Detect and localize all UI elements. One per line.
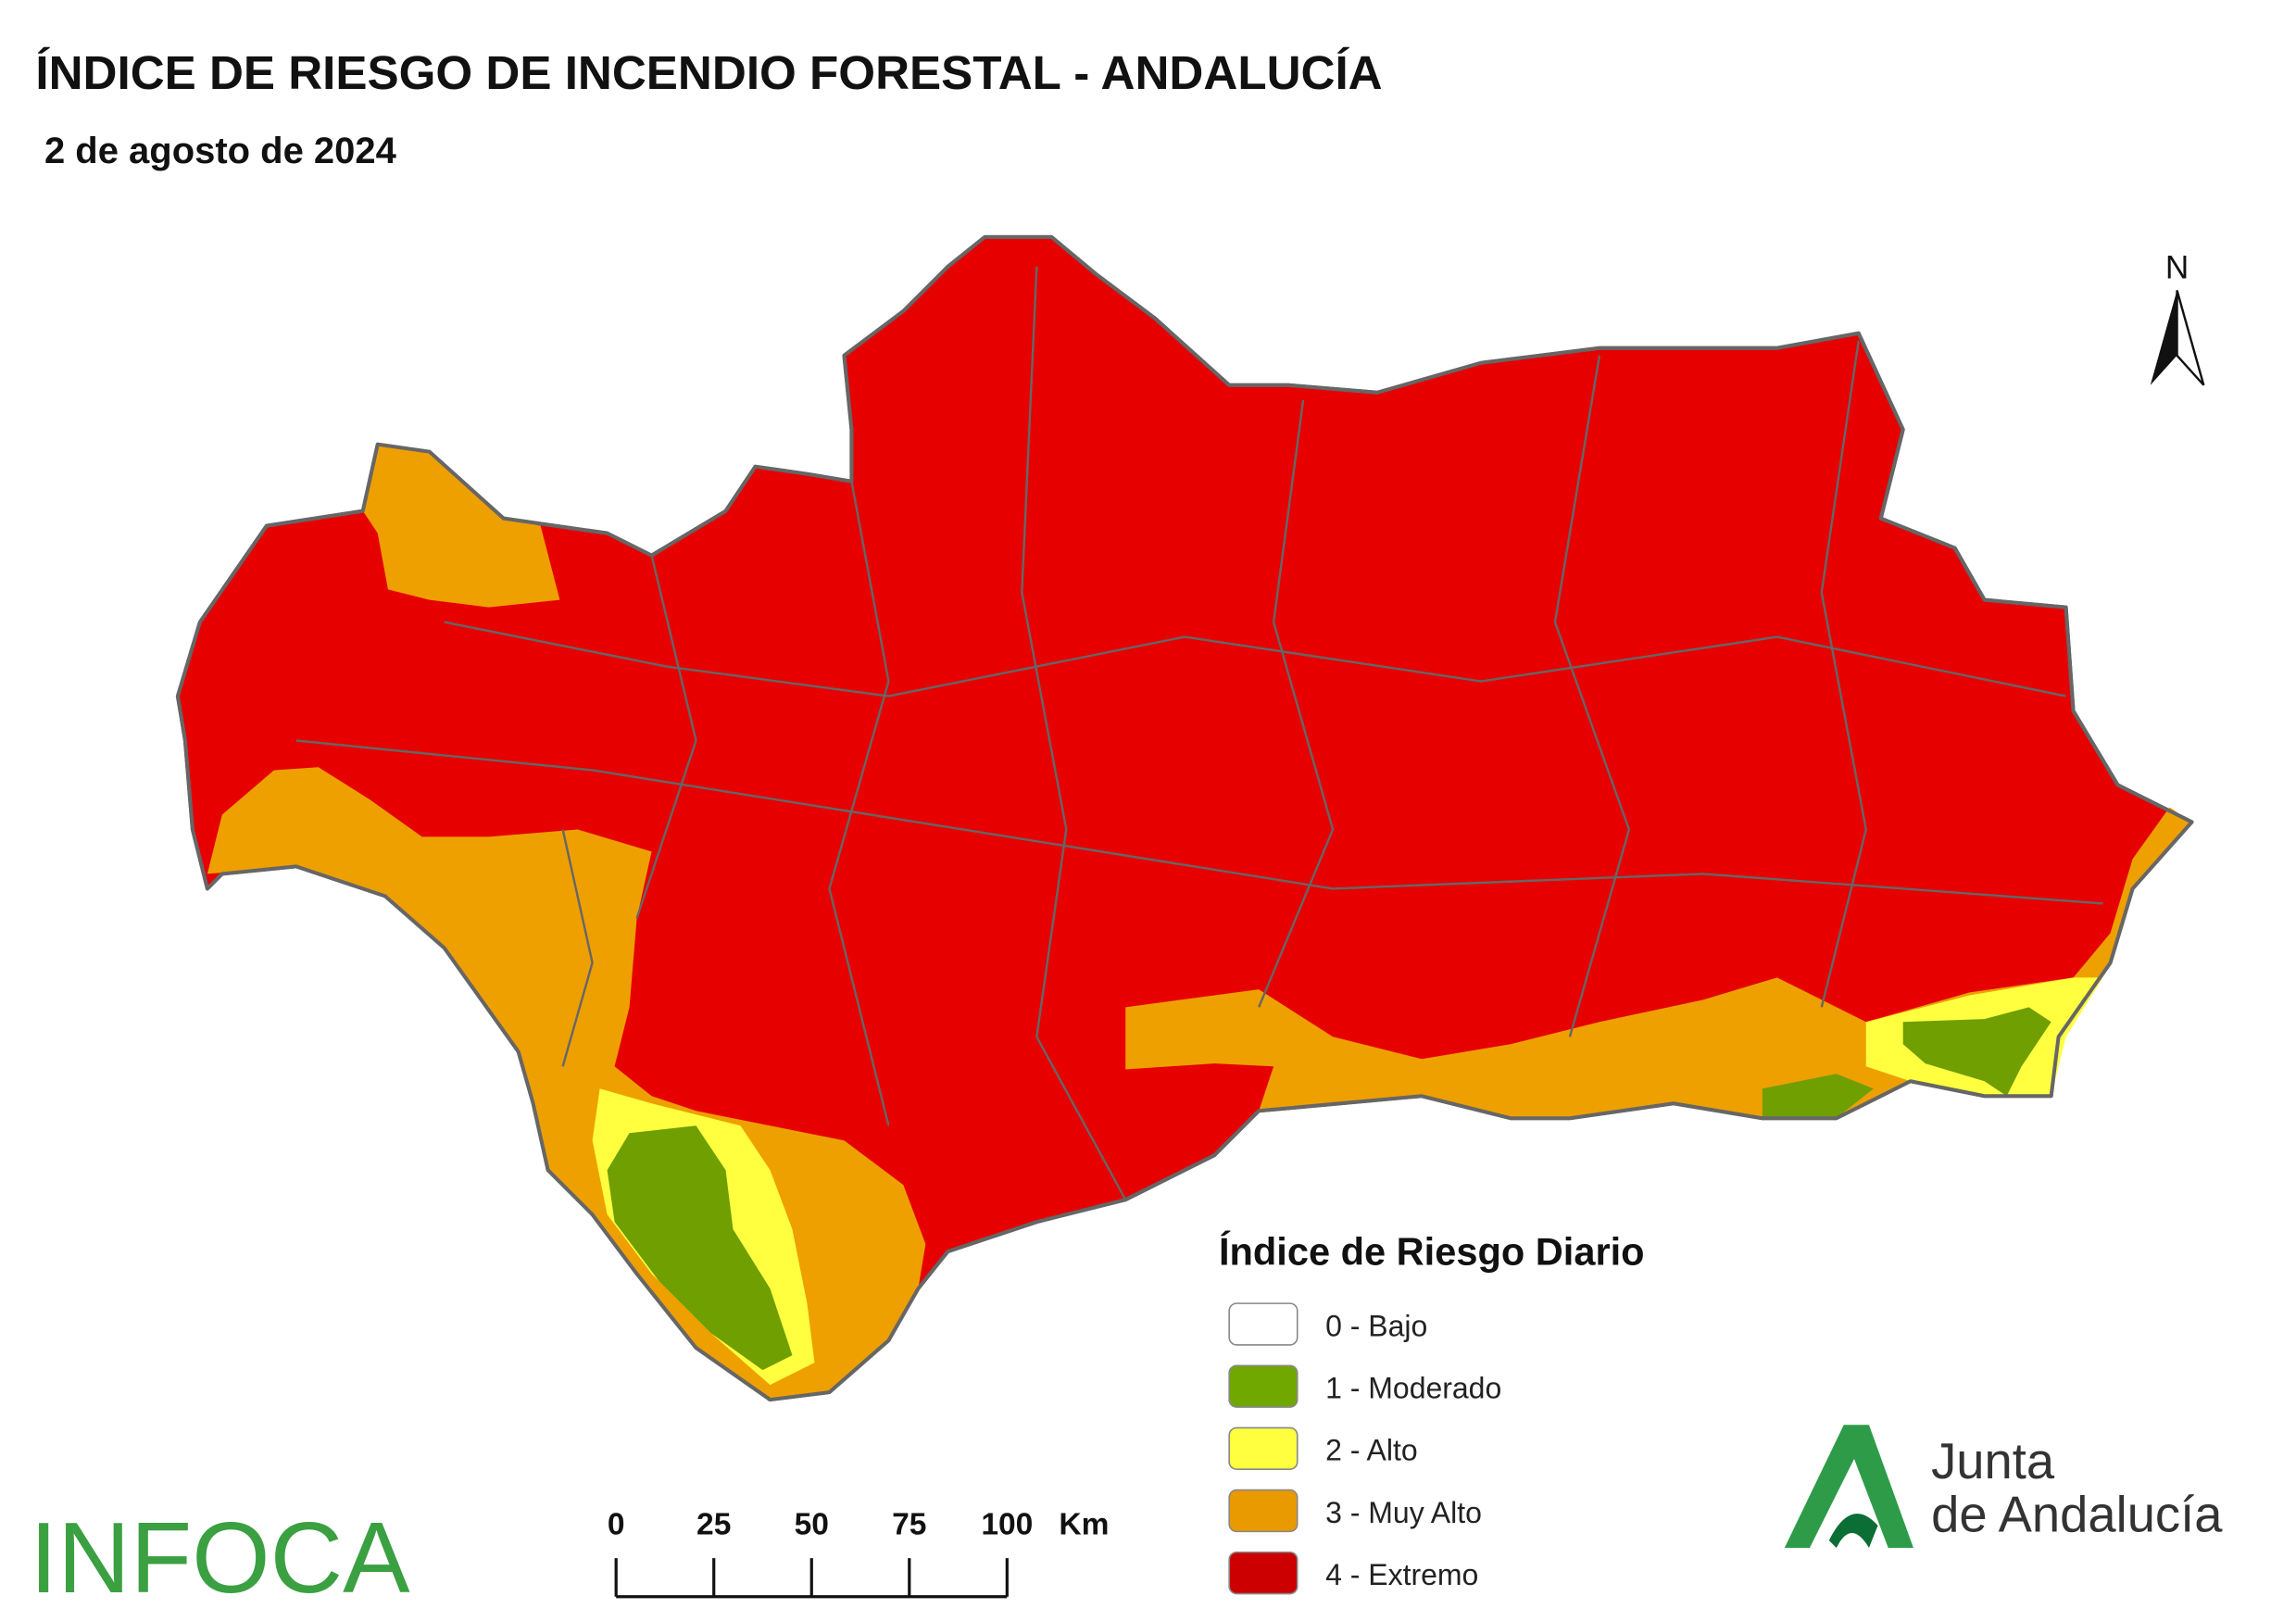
scale-unit: Km	[1059, 1508, 1109, 1542]
region-moderate-south	[1902, 1007, 2051, 1097]
legend-swatch	[1228, 1489, 1299, 1533]
scale-tick-label: 50	[795, 1508, 829, 1542]
legend-swatch	[1228, 1364, 1299, 1408]
north-arrow: N	[2150, 250, 2205, 386]
logo-mark	[1784, 1425, 1913, 1548]
legend-label: 4 - Extremo	[1325, 1558, 1478, 1591]
region-extreme	[175, 234, 2194, 1402]
legend-label: 2 - Alto	[1325, 1434, 1418, 1467]
scale-tick-label: 25	[696, 1508, 731, 1542]
region-moderate-south-2	[1762, 1074, 1874, 1119]
legend-label: 1 - Moderado	[1325, 1371, 1501, 1404]
region-outline	[175, 234, 2194, 1402]
logo-text-1: Junta	[1931, 1433, 2055, 1489]
scale-tick-label: 0	[608, 1508, 625, 1542]
north-label: N	[2165, 250, 2189, 286]
scale-tick-label: 100	[981, 1508, 1033, 1542]
north-arrow-right	[2176, 290, 2205, 386]
scale-bar: 0 25 50 75 100 Km	[608, 1508, 1110, 1599]
legend-swatch	[1228, 1426, 1299, 1471]
scale-tick-label: 75	[892, 1508, 926, 1542]
logo-mark-inner	[1828, 1514, 1878, 1548]
north-arrow-left	[2150, 290, 2177, 385]
legend-label: 0 - Bajo	[1325, 1309, 1427, 1342]
region-very-high-nw	[362, 444, 560, 608]
logo-junta: Junta de Andalucía	[1784, 1425, 2223, 1548]
logo-infoca: INFOCA	[30, 1502, 410, 1615]
subtitle: 2 de agosto de 2024	[44, 131, 397, 171]
legend: Índice de Riesgo Diario 0 - Bajo 1 - Mode…	[1219, 1230, 1645, 1595]
internal-boundaries	[295, 266, 2103, 1200]
title: ÍNDICE DE RIESGO DE INCENDIO FORESTAL - …	[35, 46, 1382, 99]
legend-swatch	[1228, 1302, 1299, 1346]
map-content: ÍNDICE DE RIESGO DE INCENDIO FORESTAL - …	[30, 46, 2223, 1615]
region-moderate-sw	[607, 1125, 793, 1371]
logo-text-2: de Andalucía	[1931, 1486, 2223, 1542]
region-map	[175, 234, 2194, 1402]
legend-label: 3 - Muy Alto	[1325, 1496, 1482, 1529]
legend-swatch	[1228, 1551, 1299, 1595]
legend-title: Índice de Riesgo Diario	[1219, 1230, 1645, 1274]
